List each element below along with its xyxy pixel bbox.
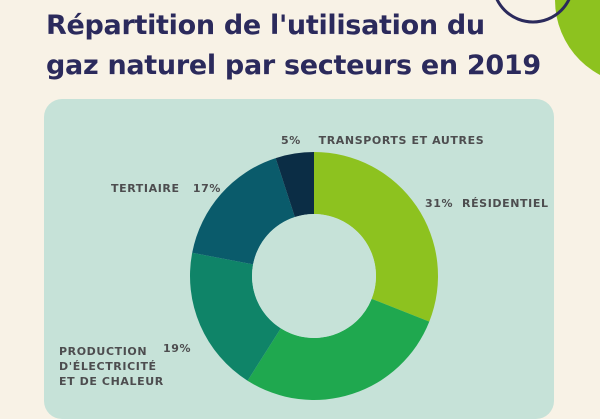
label-tertiaire-name: TERTIAIRE (111, 182, 180, 195)
label-tertiaire: TERTIAIRE 17% (111, 181, 221, 196)
label-transports: 5% TRANSPORTS ET AUTRES (281, 133, 484, 148)
page-title-line-1: Répartition de l'utilisation du (46, 10, 485, 41)
label-transports-pct: 5% (281, 134, 301, 147)
label-production-name: PRODUCTION D'ÉLECTRICITÉ ET DE CHALEUR (59, 344, 164, 389)
label-production-pct: 19% (163, 342, 192, 355)
donut-slice-0 (314, 152, 438, 322)
label-residentiel-pct: 31% (425, 197, 454, 210)
donut-slice-3 (192, 158, 295, 265)
donut-slice-2 (190, 252, 281, 381)
donut-chart (190, 152, 438, 400)
label-residentiel: 31% RÉSIDENTIEL (425, 196, 549, 211)
label-production-line-3: ET DE CHALEUR (59, 375, 164, 388)
label-production-line-1: PRODUCTION (59, 345, 148, 358)
donut-hole (252, 214, 376, 338)
page-title-line-2: gaz naturel par secteurs en 2019 (46, 50, 541, 81)
label-tertiaire-pct: 17% (192, 182, 222, 195)
page-title: Répartition de l'utilisation du gaz natu… (46, 6, 546, 86)
donut-slice-4 (275, 152, 314, 218)
label-residentiel-name: RÉSIDENTIEL (462, 197, 549, 210)
label-production-line-2: D'ÉLECTRICITÉ (59, 360, 157, 373)
donut-slice-1 (247, 298, 430, 400)
label-transports-name: TRANSPORTS ET AUTRES (318, 134, 485, 147)
